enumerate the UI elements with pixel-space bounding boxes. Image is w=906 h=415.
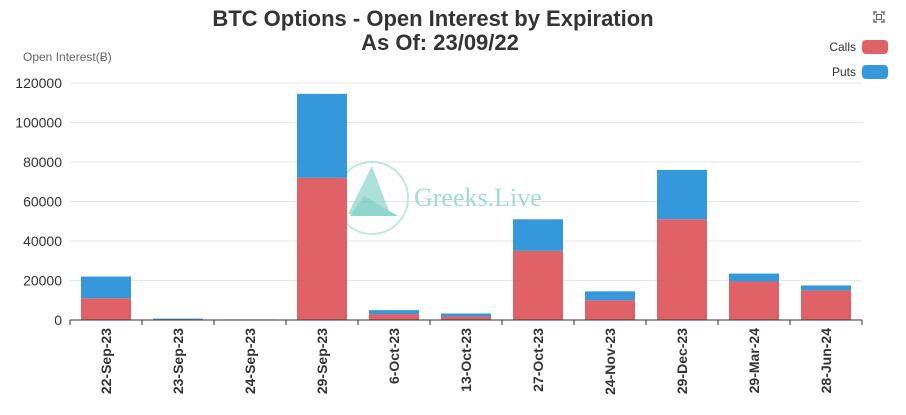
chart-subtitle: As Of: 23/09/22 bbox=[361, 30, 519, 55]
x-tick-label: 24-Sep-23 bbox=[242, 328, 258, 394]
x-tick-label: 13-Oct-23 bbox=[458, 328, 474, 392]
watermark-text: Greeks.Live bbox=[414, 183, 542, 212]
grid-lines bbox=[70, 82, 862, 281]
x-tick-label: 6-Oct-23 bbox=[386, 328, 402, 384]
expand-icon-hitbox bbox=[870, 8, 888, 26]
bar-puts-29-mar-24[interactable] bbox=[729, 273, 779, 282]
x-tick-label: 28-Jun-24 bbox=[818, 328, 834, 394]
x-tick-label: 27-Oct-23 bbox=[530, 328, 546, 392]
bar-calls-29-dec-23[interactable] bbox=[657, 219, 707, 320]
legend-swatch-puts bbox=[862, 65, 888, 79]
legend-label-calls: Calls bbox=[829, 40, 856, 54]
bar-puts-6-oct-23[interactable] bbox=[369, 310, 419, 315]
bar-puts-29-dec-23[interactable] bbox=[657, 169, 707, 220]
bar-calls-28-jun-24[interactable] bbox=[801, 290, 851, 320]
bar-calls-29-mar-24[interactable] bbox=[729, 281, 779, 320]
greeks-live-watermark: Greeks.Live bbox=[335, 161, 542, 235]
axes bbox=[69, 319, 863, 325]
bar-calls-6-oct-23[interactable] bbox=[369, 314, 419, 320]
y-tick-label: 20000 bbox=[23, 273, 62, 289]
bar-puts-28-jun-24[interactable] bbox=[801, 285, 851, 291]
x-tick-label: 23-Sep-23 bbox=[170, 328, 186, 394]
x-tick-labels: 22-Sep-23 23-Sep-23 24-Sep-23 29-Sep-23 6-Oc… bbox=[98, 328, 834, 395]
expand-icon-corners bbox=[873, 11, 885, 23]
bar-calls-29-sep-23[interactable] bbox=[297, 177, 347, 320]
x-tick-label: 29-Mar-24 bbox=[746, 328, 762, 394]
bar-calls-24-nov-23[interactable] bbox=[585, 300, 635, 320]
bar-calls-27-oct-23[interactable] bbox=[513, 250, 563, 320]
legend-item-calls[interactable]: Calls bbox=[829, 40, 888, 54]
bar-calls-13-oct-23[interactable] bbox=[441, 316, 491, 320]
x-tick-label: 24-Nov-23 bbox=[602, 328, 618, 395]
bar-puts-22-sep-23[interactable] bbox=[81, 276, 131, 299]
chart-title: BTC Options - Open Interest by Expiratio… bbox=[212, 6, 653, 31]
legend-label-puts: Puts bbox=[832, 65, 856, 79]
bar-puts-13-oct-23[interactable] bbox=[441, 313, 491, 317]
expand-icon-center bbox=[875, 13, 883, 21]
x-tick-label: 29-Sep-23 bbox=[314, 328, 330, 394]
x-tick-label: 22-Sep-23 bbox=[98, 328, 114, 394]
legend-item-puts[interactable]: Puts bbox=[832, 65, 888, 79]
y-tick-label: 0 bbox=[54, 312, 62, 328]
y-tick-label: 80000 bbox=[23, 154, 62, 170]
y-tick-labels: 0 20000 40000 60000 80000 100000 120000 bbox=[15, 75, 62, 328]
y-tick-label: 100000 bbox=[15, 115, 62, 131]
y-axis-label: Open Interest(Ƀ) bbox=[23, 50, 112, 64]
y-tick-label: 40000 bbox=[23, 233, 62, 249]
bar-puts-23-sep-23[interactable] bbox=[153, 318, 203, 320]
bar-puts-24-nov-23[interactable] bbox=[585, 291, 635, 301]
watermark-triangle-shade bbox=[350, 196, 398, 216]
bar-puts-29-sep-23[interactable] bbox=[297, 93, 347, 178]
y-tick-label: 60000 bbox=[23, 194, 62, 210]
legend-swatch-calls bbox=[862, 40, 888, 54]
expand-icon[interactable] bbox=[870, 8, 888, 26]
watermark-triangle bbox=[348, 166, 390, 214]
x-tick-label: 29-Dec-23 bbox=[674, 328, 690, 394]
y-tick-label: 120000 bbox=[15, 75, 62, 91]
legend[interactable]: Calls Puts bbox=[829, 40, 888, 79]
bar-puts-27-oct-23[interactable] bbox=[513, 219, 563, 251]
bar-calls-22-sep-23[interactable] bbox=[81, 298, 131, 320]
bars bbox=[81, 93, 851, 321]
